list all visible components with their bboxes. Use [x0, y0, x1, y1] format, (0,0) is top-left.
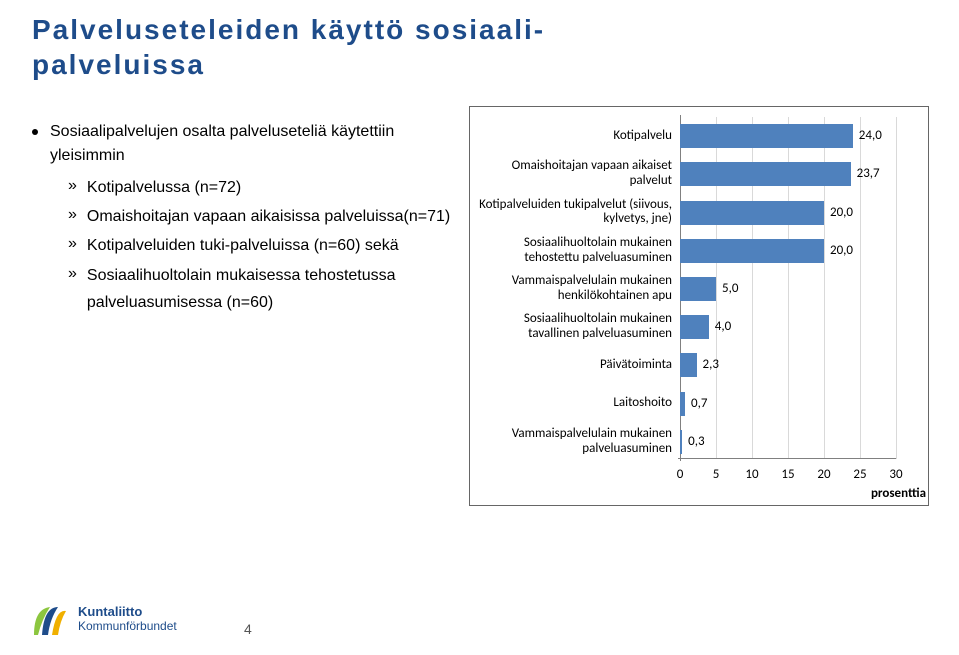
sub-bullet-row: » Omaishoitajan vapaan aikaisissa palvelu…	[68, 203, 452, 230]
bar-value-label: 4,0	[715, 319, 731, 334]
sub-bullet-list: » Kotipalvelussa (n=72) » Omaishoitajan vap…	[32, 174, 452, 316]
gridline	[896, 117, 897, 459]
bar-value-label: 23,7	[857, 166, 880, 181]
chart-container: 24,0 23,7 20,0 20,0 5,0 4,0 2,3 0,7 0,3 prosentt…	[469, 106, 929, 506]
x-tick-label: 15	[781, 467, 794, 482]
title-line2: palveluissa	[32, 49, 205, 80]
bullet-dot-icon	[32, 129, 38, 135]
content-block: Sosiaalipalvelujen osalta palveluseteliä…	[32, 120, 452, 318]
bar	[680, 201, 824, 225]
x-tick-label: 10	[745, 467, 758, 482]
bar	[680, 162, 851, 186]
sub-bullet-text: Kotipalvelussa (n=72)	[87, 174, 241, 201]
sub-bullet-row: » Kotipalveluiden tuki-palveluissa (n=60)…	[68, 232, 452, 259]
raquo-icon: »	[68, 174, 77, 198]
bar-value-label: 0,7	[691, 396, 707, 411]
bar-value-label: 0,3	[688, 434, 704, 449]
bar	[680, 239, 824, 263]
bullet-main-text: Sosiaalipalvelujen osalta palveluseteliä…	[50, 120, 452, 168]
bar	[680, 124, 853, 148]
x-axis-title: prosenttia	[871, 486, 926, 501]
bar	[680, 392, 685, 416]
x-axis-line	[678, 458, 896, 459]
category-label: Päivätoiminta	[470, 358, 672, 373]
logo-line1: Kuntaliitto	[78, 605, 177, 620]
raquo-icon: »	[68, 262, 77, 286]
x-tick-label: 5	[713, 467, 720, 482]
slide-root: Palveluseteleiden käyttö sosiaali- palve…	[0, 0, 959, 655]
logo-text: Kuntaliitto Kommunförbundet	[78, 605, 177, 634]
category-label: Vammaispalvelulain mukainen palveluasumi…	[470, 427, 672, 457]
logo-icon	[32, 601, 68, 637]
category-label: Kotipalvelu	[470, 129, 672, 144]
bar-value-label: 24,0	[859, 128, 882, 143]
category-label: Omaishoitajan vapaan aikaiset palvelut	[470, 159, 672, 189]
logo-line2: Kommunförbundet	[78, 620, 177, 634]
sub-bullet-row: » Kotipalvelussa (n=72)	[68, 174, 452, 201]
bar-value-label: 20,0	[830, 243, 853, 258]
title-line1: Palveluseteleiden käyttö sosiaali-	[32, 14, 545, 45]
bar-value-label: 20,0	[830, 205, 853, 220]
category-label: Laitoshoito	[470, 396, 672, 411]
bar-value-label: 5,0	[722, 281, 738, 296]
raquo-icon: »	[68, 232, 77, 256]
sub-bullet-text: Sosiaalihuoltolain mukaisessa tehostetus…	[87, 262, 452, 316]
bar-value-label: 2,3	[703, 357, 719, 372]
category-label: Kotipalveluiden tukipalvelut (siivous, k…	[470, 198, 672, 228]
sub-bullet-row: » Sosiaalihuoltolain mukaisessa tehostetu…	[68, 262, 452, 316]
page-number: 4	[244, 621, 252, 637]
x-tick-label: 25	[853, 467, 866, 482]
sub-bullet-text: Omaishoitajan vapaan aikaisissa palvelui…	[87, 203, 450, 230]
bar	[680, 430, 682, 454]
x-tick-label: 0	[677, 467, 684, 482]
x-tick-label: 20	[817, 467, 830, 482]
category-label: Sosiaalihuoltolain mukainen tavallinen p…	[470, 312, 672, 342]
plot-area: 24,0 23,7 20,0 20,0 5,0 4,0 2,3 0,7 0,3	[680, 117, 894, 459]
category-label: Sosiaalihuoltolain mukainen tehostettu p…	[470, 236, 672, 266]
bar	[680, 277, 716, 301]
raquo-icon: »	[68, 203, 77, 227]
bar	[680, 315, 709, 339]
x-tick-label: 30	[889, 467, 902, 482]
page-title: Palveluseteleiden käyttö sosiaali- palve…	[32, 12, 632, 82]
sub-bullet-text: Kotipalveluiden tuki-palveluissa (n=60) …	[87, 232, 399, 259]
footer-logo: Kuntaliitto Kommunförbundet	[32, 601, 177, 637]
bullet-row: Sosiaalipalvelujen osalta palveluseteliä…	[32, 120, 452, 168]
category-label: Vammaispalvelulain mukainen henkilökohta…	[470, 274, 672, 304]
bar	[680, 353, 697, 377]
